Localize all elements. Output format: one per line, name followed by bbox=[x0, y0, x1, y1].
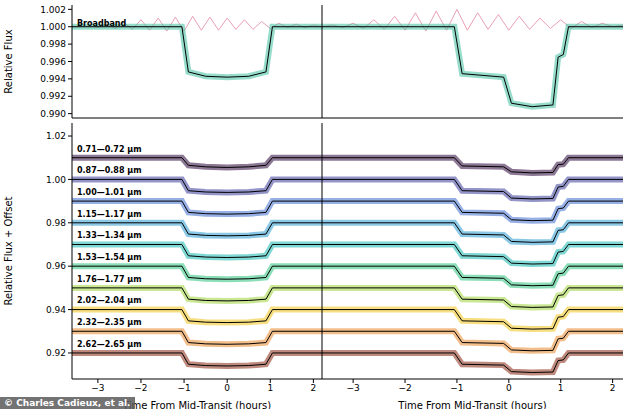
svg-text:0.87—0.88 μm: 0.87—0.88 μm bbox=[77, 166, 141, 175]
svg-text:2.02—2.04 μm: 2.02—2.04 μm bbox=[77, 296, 141, 305]
svg-text:0.992: 0.992 bbox=[40, 91, 66, 101]
svg-text:0.92: 0.92 bbox=[46, 348, 66, 358]
svg-text:2.32—2.35 μm: 2.32—2.35 μm bbox=[77, 318, 141, 327]
svg-text:1.000: 1.000 bbox=[40, 22, 66, 32]
svg-text:0.96: 0.96 bbox=[46, 261, 66, 271]
svg-text:−2: −2 bbox=[134, 383, 147, 393]
svg-text:0: 0 bbox=[224, 383, 230, 393]
svg-text:1.00—1.01 μm: 1.00—1.01 μm bbox=[77, 188, 141, 197]
svg-text:Time From Mid-Transit (hours): Time From Mid-Transit (hours) bbox=[122, 400, 271, 409]
svg-text:−3: −3 bbox=[91, 383, 104, 393]
svg-text:0.71—0.72 μm: 0.71—0.72 μm bbox=[77, 145, 141, 154]
svg-text:0.990: 0.990 bbox=[40, 109, 66, 119]
svg-text:2: 2 bbox=[610, 383, 616, 393]
svg-text:1: 1 bbox=[267, 383, 273, 393]
svg-text:1.002: 1.002 bbox=[40, 5, 66, 15]
svg-text:2: 2 bbox=[311, 383, 317, 393]
svg-text:0.98: 0.98 bbox=[46, 218, 66, 228]
svg-text:0.994: 0.994 bbox=[40, 74, 66, 84]
svg-text:0.996: 0.996 bbox=[40, 57, 66, 67]
svg-text:1.02: 1.02 bbox=[46, 131, 66, 141]
svg-text:1: 1 bbox=[558, 383, 564, 393]
svg-text:1.53—1.54 μm: 1.53—1.54 μm bbox=[77, 253, 141, 262]
svg-text:−1: −1 bbox=[177, 383, 190, 393]
svg-text:1.00: 1.00 bbox=[46, 175, 66, 185]
svg-text:0.998: 0.998 bbox=[40, 39, 66, 49]
html-text:© Charles Cadieux, et al.: © Charles Cadieux, et al. bbox=[4, 398, 131, 408]
svg-text:Time From Mid-Transit (hours): Time From Mid-Transit (hours) bbox=[397, 400, 546, 409]
svg-text:0.94: 0.94 bbox=[46, 305, 66, 315]
svg-text:−1: −1 bbox=[450, 383, 463, 393]
svg-text:Broadband: Broadband bbox=[77, 19, 126, 28]
svg-text:2.62—2.65 μm: 2.62—2.65 μm bbox=[77, 340, 141, 349]
svg-text:1.15—1.17 μm: 1.15—1.17 μm bbox=[77, 210, 141, 219]
svg-text:1.33—1.34 μm: 1.33—1.34 μm bbox=[77, 231, 141, 240]
svg-text:Relative Flux: Relative Flux bbox=[8, 29, 14, 93]
svg-text:−3: −3 bbox=[346, 383, 359, 393]
svg-text:−2: −2 bbox=[398, 383, 411, 393]
svg-text:1.76—1.77 μm: 1.76—1.77 μm bbox=[77, 275, 141, 284]
svg-text:Relative Flux + Offset: Relative Flux + Offset bbox=[8, 196, 14, 305]
svg-text:0: 0 bbox=[506, 383, 512, 393]
